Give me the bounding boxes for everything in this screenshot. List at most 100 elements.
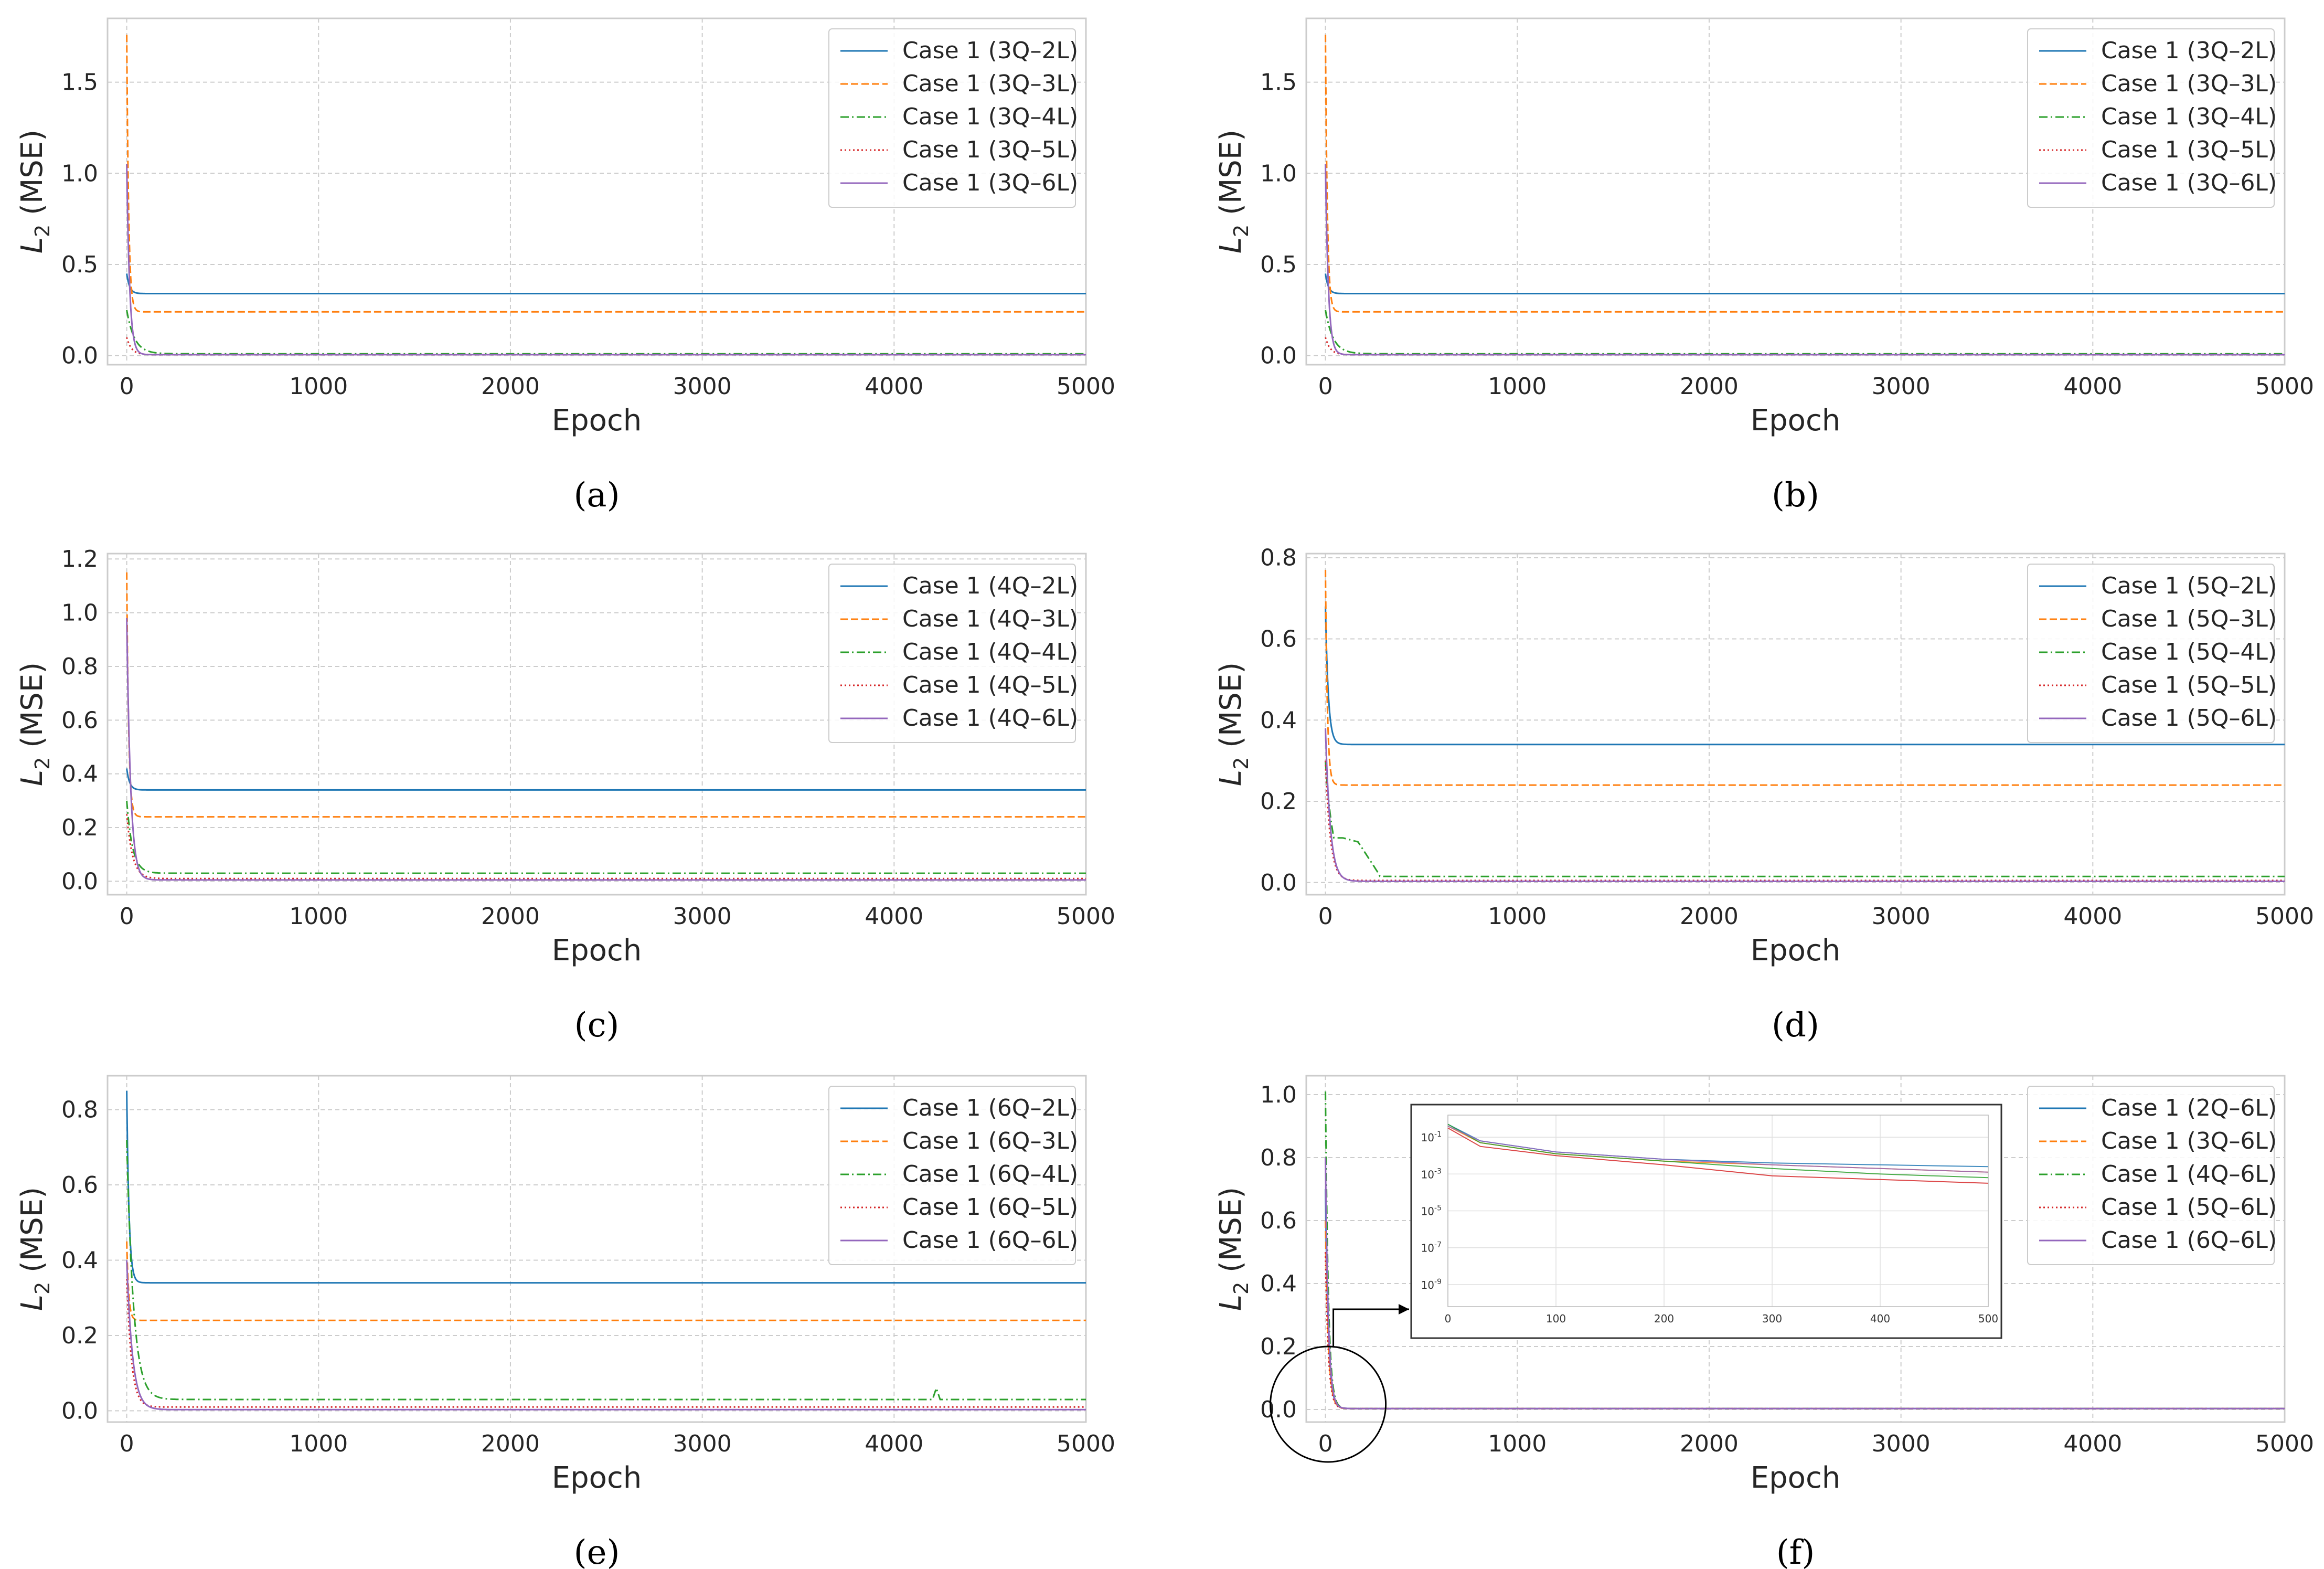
legend-label-2: Case 1 (3Q–3L)	[902, 70, 1078, 97]
series-line-5	[1325, 164, 2285, 356]
y-tick-label: 1.0	[61, 600, 98, 627]
x-tick-label: 3000	[673, 373, 732, 400]
y-tick-label: 0.4	[61, 1247, 98, 1274]
x-tick-label: 2000	[481, 903, 540, 930]
legend-label-1: Case 1 (2Q–6L)	[2101, 1095, 2277, 1121]
y-tick-label: 0.8	[61, 1097, 98, 1123]
inset-y-tick-base: 10	[1421, 1205, 1434, 1218]
y-label-rest: (MSE)	[1214, 130, 1248, 225]
x-axis-label: Epoch	[552, 1461, 642, 1495]
x-tick-label: 2000	[1680, 903, 1739, 930]
y-axis-label-text: L2 (MSE)	[1214, 1187, 1253, 1311]
zoom-arrowhead	[1399, 1304, 1409, 1314]
series-line-4	[126, 814, 1086, 879]
legend-label-3: Case 1 (3Q–4L)	[2101, 103, 2277, 130]
series-line-1	[126, 768, 1086, 791]
y-axis-label-text: L2 (MSE)	[15, 130, 54, 253]
y-label-rest: (MSE)	[15, 130, 49, 225]
inset-y-tick-label: 10-7	[1421, 1241, 1442, 1255]
x-tick-label: 0	[1318, 903, 1333, 930]
y-axis-label: L2 (MSE)	[1214, 130, 1253, 253]
inset-x-tick-label: 0	[1445, 1312, 1452, 1325]
inset-y-tick-exponent: -3	[1434, 1167, 1442, 1175]
axes-frame	[106, 553, 1087, 896]
y-tick-label: 0.6	[61, 707, 98, 734]
series-line-1	[126, 273, 1086, 294]
legend-label-3: Case 1 (5Q–4L)	[2101, 639, 2277, 665]
series-line-4	[1325, 760, 2285, 882]
y-axis-label-text: L2 (MSE)	[15, 1187, 54, 1311]
legend-label-1: Case 1 (4Q–2L)	[902, 573, 1078, 599]
legend-label-5: Case 1 (6Q–6L)	[902, 1227, 1078, 1254]
y-label-subscript: 2	[31, 225, 54, 237]
legend-label-2: Case 1 (3Q–6L)	[2101, 1128, 2277, 1154]
y-label-subscript: 2	[1230, 1282, 1253, 1295]
axes-frame	[1305, 1075, 2286, 1423]
series-line-3	[126, 1139, 1086, 1401]
y-axis-label: L2 (MSE)	[1214, 662, 1253, 786]
panel-e: 0 1000 2000 3000 4000 5000 0.0 0.2 0.4 0.6 0.8 Case…	[15, 1075, 1115, 1569]
x-tick-label: 2000	[1680, 373, 1739, 400]
y-label-rest: (MSE)	[1214, 1187, 1248, 1282]
series-line-5	[126, 1260, 1086, 1411]
y-axis-label-text: L2 (MSE)	[15, 662, 54, 786]
y-label-main: L	[1214, 770, 1248, 786]
y-axis-label: L2 (MSE)	[15, 130, 54, 253]
x-tick-label: 0	[120, 373, 134, 400]
series-line-3	[1325, 760, 2285, 877]
inset-axes	[1447, 1115, 1989, 1307]
inset-y-tick-exponent: -1	[1434, 1130, 1442, 1139]
legend-label-4: Case 1 (5Q–5L)	[2101, 672, 2277, 698]
legend-label-5: Case 1 (3Q–6L)	[902, 169, 1078, 196]
legend-label-3: Case 1 (3Q–4L)	[902, 103, 1078, 130]
x-tick-label: 3000	[673, 1430, 732, 1457]
series-line-5	[1325, 1157, 2285, 1409]
x-tick-label: 1000	[1488, 903, 1547, 930]
legend-label-2: Case 1 (5Q–3L)	[2101, 606, 2277, 632]
y-tick-label: 0.2	[61, 814, 98, 841]
x-tick-label: 4000	[865, 1430, 923, 1457]
panel-d: 0 1000 2000 3000 4000 5000 0.0 0.2 0.4 0.6 0.8 Case…	[1214, 545, 2314, 1045]
y-tick-label: 0.2	[1260, 788, 1297, 815]
y-label-main: L	[15, 1295, 49, 1311]
y-tick-label: 0.8	[1260, 1144, 1297, 1171]
inset-y-tick-label: 10-1	[1421, 1130, 1442, 1144]
subfigure-caption: (e)	[574, 1533, 620, 1569]
legend-label-1: Case 1 (5Q–2L)	[2101, 573, 2277, 599]
legend-label-2: Case 1 (6Q–3L)	[902, 1128, 1078, 1154]
x-axis-label: Epoch	[552, 404, 642, 438]
y-label-main: L	[15, 237, 49, 253]
panel-c: 0 1000 2000 3000 4000 5000 0.0 0.2 0.4 0.6 0.8 1.0 1…	[15, 546, 1115, 1045]
series-line-3	[1325, 310, 2285, 355]
y-tick-label: 1.5	[61, 69, 98, 96]
legend-label-5: Case 1 (3Q–6L)	[2101, 169, 2277, 196]
x-tick-label: 2000	[481, 373, 540, 400]
legend-label-5: Case 1 (5Q–6L)	[2101, 705, 2277, 732]
y-tick-label: 0.5	[1260, 251, 1297, 278]
x-tick-label: 2000	[1680, 1430, 1739, 1457]
x-tick-label: 5000	[2255, 903, 2314, 930]
y-label-main: L	[1214, 237, 1248, 253]
subfigure-caption: (d)	[1772, 1006, 1819, 1045]
subfigure-caption: (a)	[573, 476, 620, 515]
series-line-3	[126, 800, 1086, 874]
y-tick-label: 0.4	[1260, 1270, 1297, 1297]
legend-label-2: Case 1 (4Q–3L)	[902, 606, 1078, 632]
x-tick-label: 4000	[2063, 903, 2122, 930]
series-line-3	[126, 310, 1086, 355]
series-line-1	[1325, 273, 2285, 294]
x-tick-label: 2000	[481, 1430, 540, 1457]
y-label-rest: (MSE)	[1214, 662, 1248, 757]
axes-frame	[1305, 17, 2286, 366]
y-tick-label: 0.4	[1260, 707, 1297, 734]
series-line-5	[126, 618, 1086, 881]
inset-x-tick-label: 400	[1870, 1312, 1890, 1325]
y-label-rest: (MSE)	[15, 1187, 49, 1282]
inset-series-5	[1447, 1126, 1989, 1173]
legend-label-1: Case 1 (3Q–2L)	[2101, 37, 2277, 64]
y-axis-label: L2 (MSE)	[1214, 1187, 1253, 1311]
x-tick-label: 3000	[673, 903, 732, 930]
y-tick-label: 0.6	[1260, 1207, 1297, 1234]
zoom-connector	[1332, 1308, 1409, 1347]
